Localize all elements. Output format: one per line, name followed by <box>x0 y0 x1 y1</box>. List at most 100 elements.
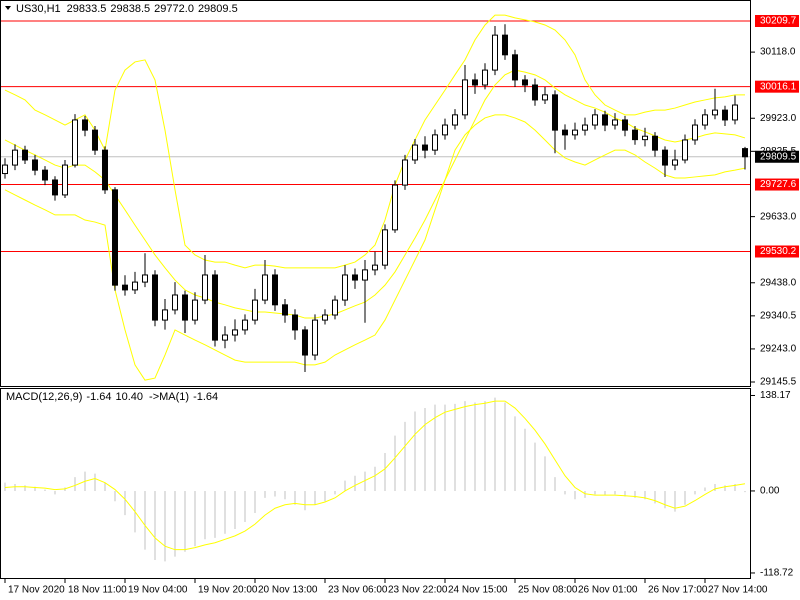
macd-title: MACD(12,26,9) <box>6 391 82 403</box>
candle-body <box>282 304 288 316</box>
candle-body <box>372 264 378 271</box>
candle-body <box>602 114 608 126</box>
y-tick-label: 29145.5 <box>760 377 797 388</box>
candle-body <box>592 114 598 126</box>
candle-body <box>352 274 358 281</box>
x-tick-label: 26 Nov 01:00 <box>578 585 638 596</box>
price-header: US30,H1 29833.5 29838.5 29772.0 29809.5 <box>16 3 238 15</box>
candle-body <box>642 135 648 141</box>
x-tick-label: 17 Nov 2020 <box>8 585 65 596</box>
candle-body <box>322 314 328 321</box>
ma-value: -1.64 <box>193 391 218 403</box>
candle-body <box>522 79 528 86</box>
candle-body <box>342 274 348 301</box>
ma-title: ->MA(1) <box>149 391 189 403</box>
candle-body <box>472 79 478 86</box>
candle-body <box>132 281 138 291</box>
candle-body <box>742 148 748 158</box>
symbol: US30,H1 <box>16 3 61 15</box>
candle-body <box>112 189 118 286</box>
candle-body <box>562 129 568 136</box>
candle-body <box>92 129 98 151</box>
candle-body <box>392 184 398 231</box>
candle-body <box>432 134 438 151</box>
candle-body <box>52 179 58 196</box>
x-tick-label: 23 Nov 06:00 <box>328 585 388 596</box>
candle-body <box>482 69 488 86</box>
candle-body <box>732 104 738 121</box>
candle-body <box>102 149 108 191</box>
low-value: 29772.0 <box>154 3 194 15</box>
candle-body <box>152 274 158 321</box>
x-tick-label: 18 Nov 11:00 <box>68 585 127 596</box>
macd-header: MACD(12,26,9) -1.64 10.40 ->MA(1) -1.64 <box>6 391 218 403</box>
candle-body <box>702 114 708 126</box>
candle-body <box>2 164 8 175</box>
candle-body <box>222 334 228 341</box>
y-tick-label: 29243.0 <box>760 344 797 355</box>
macd-value: -1.64 <box>86 391 111 403</box>
open-value: 29833.5 <box>67 3 107 15</box>
candle-body <box>232 329 238 336</box>
candle-body <box>682 139 688 161</box>
candle-body <box>62 164 68 196</box>
candle-body <box>172 294 178 311</box>
candle-body <box>362 269 368 281</box>
candle-body <box>312 319 318 356</box>
candle-body <box>242 319 248 331</box>
x-tick-label: 24 Nov 15:00 <box>448 585 508 596</box>
current-price-label: 29809.5 <box>760 151 797 162</box>
candle-body <box>462 79 468 116</box>
x-tick-label: 19 Nov 04:00 <box>128 585 188 596</box>
level-label-box <box>755 245 799 258</box>
candle-body <box>652 135 658 151</box>
y-tick-label: 30118.0 <box>760 47 796 58</box>
y-tick-label: 29438.0 <box>760 277 797 288</box>
candle-body <box>302 329 308 356</box>
x-tick-label: 26 Nov 17:00 <box>648 585 708 596</box>
candle-body <box>262 274 268 301</box>
candle-body <box>542 94 548 101</box>
y-tick-label: 29340.5 <box>760 310 797 321</box>
candle-body <box>202 274 208 301</box>
candle-body <box>582 124 588 131</box>
plot-area <box>1 14 751 562</box>
candle-body <box>552 94 558 131</box>
candle-body <box>332 299 338 316</box>
candle-body <box>382 229 388 266</box>
candle-body <box>662 149 668 166</box>
price-frame <box>0 0 751 387</box>
candle-body <box>632 129 638 141</box>
level-label: 30209.7 <box>760 16 797 27</box>
x-tick-label: 23 Nov 22:00 <box>388 585 448 596</box>
x-tick-label: 19 Nov 20:00 <box>198 585 258 596</box>
candle-body <box>402 159 408 186</box>
level-label: 29727.6 <box>760 179 797 190</box>
candle-body <box>712 109 718 116</box>
close-value: 29809.5 <box>198 3 238 15</box>
candle-body <box>722 109 728 121</box>
candle-body <box>272 274 278 306</box>
candle-body <box>532 84 538 101</box>
candle-body <box>122 284 128 291</box>
macd-frame <box>0 388 751 579</box>
candle-body <box>252 299 258 321</box>
candle-body <box>182 294 188 321</box>
candle-body <box>22 149 28 161</box>
band-middle <box>4 69 746 319</box>
signal-value: 10.40 <box>116 391 144 403</box>
candle-body <box>512 54 518 81</box>
x-tick-label: 27 Nov 14:00 <box>708 585 768 596</box>
band-upper <box>4 14 745 269</box>
macd-y-tick-label: -118.72 <box>760 568 794 579</box>
candle-body <box>672 159 678 166</box>
candle-body <box>82 119 88 131</box>
x-tick-label: 25 Nov 08:00 <box>518 585 578 596</box>
candle-body <box>452 114 458 126</box>
band-lower <box>4 114 746 381</box>
candle-body <box>32 159 38 171</box>
level-label: 29530.2 <box>760 246 797 257</box>
y-tick-label: 29633.0 <box>760 211 797 222</box>
